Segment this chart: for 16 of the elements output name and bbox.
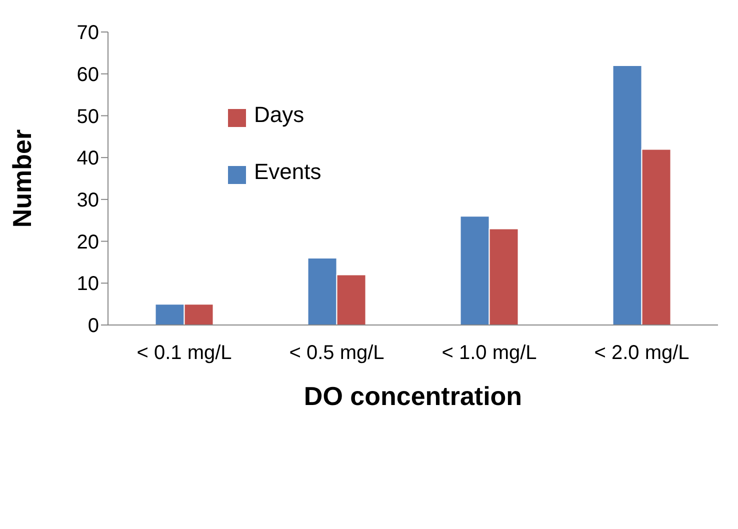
legend-label: Events — [254, 159, 322, 184]
y-tick-label: 40 — [76, 148, 99, 170]
y-tick-label: 20 — [76, 231, 99, 254]
y-tick-label: 30 — [76, 190, 99, 212]
y-axis-title: Number — [7, 129, 38, 228]
legend-label: Days — [254, 102, 304, 127]
x-tick-label: < 2.0 mg/L — [594, 342, 690, 364]
y-tick-label: 50 — [76, 106, 99, 128]
y-tick-label: 0 — [88, 315, 99, 338]
x-tick-label: < 0.5 mg/L — [289, 342, 384, 364]
y-tick-label: 10 — [76, 273, 99, 296]
y-tick-label: 70 — [76, 22, 99, 44]
y-tick-label: 60 — [76, 64, 99, 86]
x-axis-title: DO concentration — [304, 381, 522, 411]
x-tick-label: < 1.0 mg/L — [442, 342, 537, 364]
x-tick-label: < 0.1 mg/L — [136, 342, 232, 364]
